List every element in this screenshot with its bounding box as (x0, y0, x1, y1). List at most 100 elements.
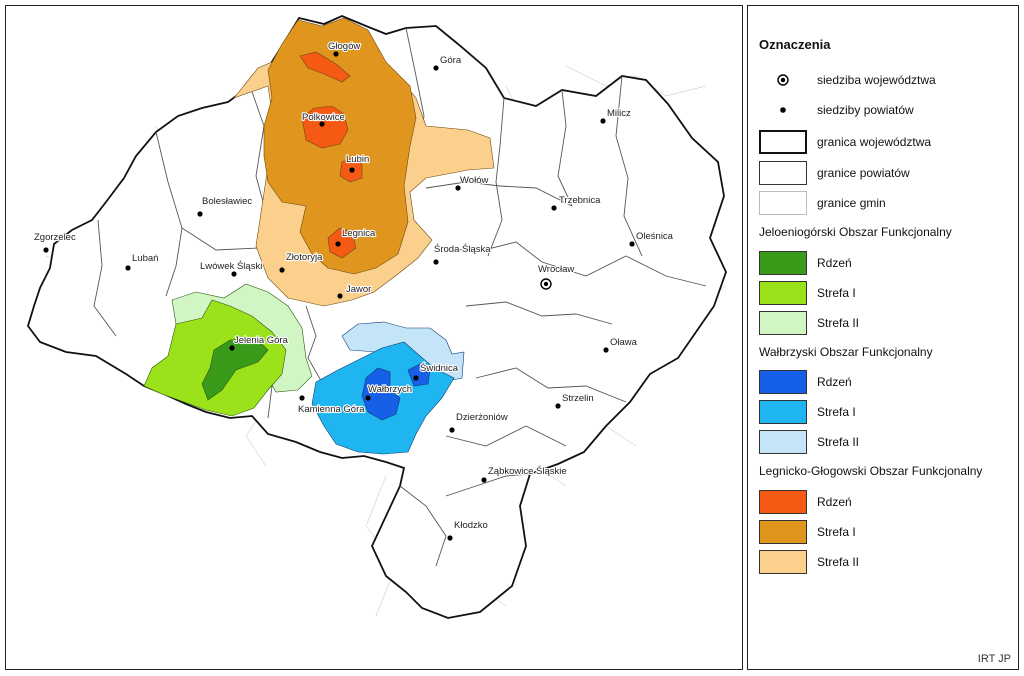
dot-icon (433, 65, 439, 71)
legend-label: Strefa I (817, 525, 856, 539)
legend-zone-jgof-rdzen: Rdzeń (759, 251, 1014, 275)
dot-icon (759, 98, 807, 122)
city-marker: Trzebnica (551, 194, 602, 211)
thin-border-swatch (759, 191, 807, 215)
dot-icon (279, 267, 285, 273)
city-label: Lubin (346, 154, 369, 165)
legend-item-voivodeship-border: granica województwa (759, 130, 1014, 154)
city-label: Jawor (346, 284, 371, 295)
dot-icon (447, 535, 453, 541)
zone-swatch (759, 251, 807, 275)
legend-zone-lgof-rdzen: Rdzeń (759, 490, 1014, 514)
city-marker: Świdnica (413, 361, 460, 381)
legend-label: Rdzeń (817, 495, 852, 509)
legend-label: siedziby powiatów (817, 103, 914, 117)
legend-title: Oznaczenia (759, 37, 831, 52)
credit-text: IRT JP (977, 653, 1011, 665)
zone-swatch (759, 550, 807, 574)
dot-icon (299, 395, 305, 401)
city-label: Środa Śląska (434, 243, 491, 255)
zone-swatch (759, 430, 807, 454)
city-marker: Legnica (335, 227, 377, 247)
city-marker: Dzierżoniów (449, 411, 509, 433)
dot-icon (335, 241, 341, 247)
lgof-rdzen-legnica (327, 227, 357, 259)
city-label: Złotoryja (286, 252, 323, 263)
walbrzyski-area (311, 321, 465, 455)
zone-swatch (759, 281, 807, 305)
legend-group-title: Legnicko-Głogowski Obszar Funkcjonalny (759, 464, 983, 478)
city-label: Świdnica (420, 362, 459, 374)
city-label: Wołów (460, 175, 488, 186)
dot-icon (229, 345, 235, 351)
legend-label: Strefa II (817, 316, 860, 330)
legend-zone-jgof-strefa-2: Strefa II (759, 311, 1014, 335)
city-label: Głogów (328, 41, 360, 52)
city-label: Lubań (132, 253, 158, 264)
city-marker: Bolesławiec (197, 195, 254, 217)
dot-icon (333, 51, 339, 57)
city-label: Oława (610, 337, 638, 348)
dot-icon (629, 241, 635, 247)
city-marker: Kłodzko (447, 519, 489, 541)
dot-icon (43, 247, 49, 253)
dot-icon (433, 259, 439, 265)
zone-swatch (759, 311, 807, 335)
legend-zone-lgof-strefa-2: Strefa II (759, 550, 1014, 574)
city-label: Lwówek Śląski (200, 260, 262, 272)
zone-swatch (759, 520, 807, 544)
city-label: Góra (440, 55, 462, 66)
legend-zone-lgof-strefa-1: Strefa I (759, 520, 1014, 544)
dot-icon (365, 395, 371, 401)
legend-label: siedziba województwa (817, 73, 936, 87)
city-marker: Lubin (345, 153, 370, 173)
dot-icon (449, 427, 455, 433)
map-canvas: Głogów Góra Polkowice Milicz Lubin Wołów Trzeb… (27, 15, 727, 619)
legend-label: granice powiatów (817, 166, 910, 180)
legend-label: Strefa II (817, 435, 860, 449)
city-marker: Oleśnica (629, 230, 675, 247)
legend-zone-wof-strefa-1: Strefa I (759, 400, 1014, 424)
city-layer: Głogów Góra Polkowice Milicz Lubin Wołów Trzeb… (33, 40, 675, 541)
city-marker: Wołów (455, 174, 490, 191)
jgof-rdzen (201, 337, 269, 401)
city-marker: Ząbkowice Śląskie (481, 464, 568, 483)
lgof-rdzen-glogow (299, 51, 351, 83)
lgof-rdzen-polkowice (301, 105, 349, 149)
city-marker: Strzelin (555, 392, 595, 409)
city-marker: Góra (433, 54, 463, 71)
city-label: Trzebnica (559, 195, 601, 206)
dot-icon (125, 265, 131, 271)
city-marker: Polkowice (301, 111, 346, 127)
zone-swatch (759, 490, 807, 514)
city-label: Wałbrzych (368, 384, 412, 395)
border-swatch (759, 161, 807, 185)
dot-icon (551, 205, 557, 211)
city-marker: Wrocław (537, 263, 575, 290)
jeleniogorski-area (143, 283, 313, 417)
city-label: Zgorzelec (34, 232, 76, 243)
legend-item-gmina-border: granice gmin (759, 191, 1014, 215)
dot-icon (481, 477, 487, 483)
city-label: Legnica (342, 228, 376, 239)
legend-zone-wof-rdzen: Rdzeń (759, 370, 1014, 394)
city-label: Kamienna Góra (298, 404, 365, 415)
voivodeship-shape (27, 15, 727, 619)
zone-swatch (759, 370, 807, 394)
legend-label: Rdzeń (817, 256, 852, 270)
legend-label: granice gmin (817, 196, 886, 210)
legend-label: granica województwa (817, 135, 932, 149)
legend-label: Strefa II (817, 555, 860, 569)
city-marker: Złotoryja (279, 251, 324, 273)
legnicko-glogowski-area (233, 17, 495, 307)
legend-label: Rdzeń (817, 375, 852, 389)
legend-zone-wof-strefa-2: Strefa II (759, 430, 1014, 454)
city-marker: Wałbrzych (365, 383, 413, 401)
capital-icon (759, 68, 807, 92)
city-marker: Jelenia Góra (229, 334, 290, 351)
legend-label: Strefa I (817, 286, 856, 300)
city-label: Bolesławiec (202, 196, 252, 207)
city-marker: Milicz (600, 107, 632, 124)
dot-icon (413, 375, 419, 381)
city-marker: Środa Śląska (433, 242, 492, 265)
